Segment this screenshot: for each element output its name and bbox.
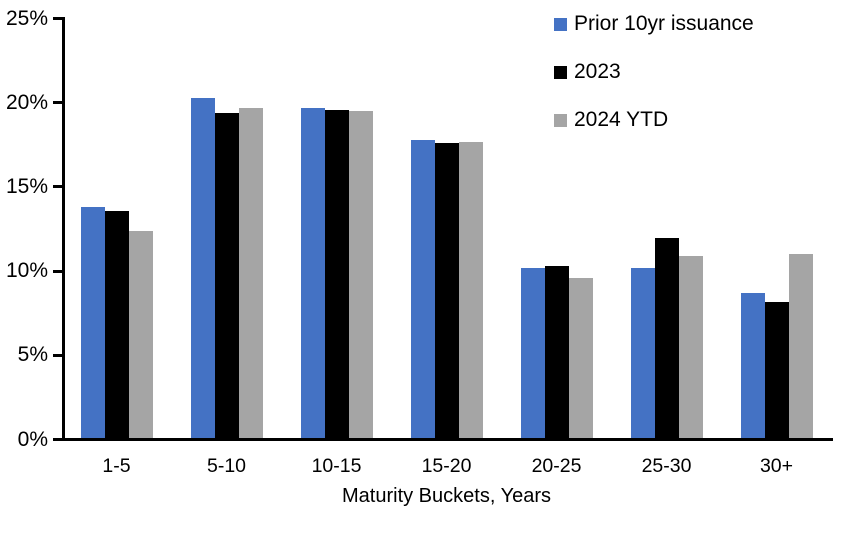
bar bbox=[568, 278, 593, 438]
bar bbox=[544, 266, 569, 438]
bar bbox=[324, 109, 349, 438]
legend-color-swatch-icon bbox=[554, 17, 567, 31]
bar bbox=[654, 237, 679, 438]
legend-item: Prior 10yr issuance bbox=[554, 11, 754, 37]
y-axis-tick-label: 5% bbox=[17, 343, 48, 367]
legend-color-swatch-icon bbox=[554, 113, 567, 127]
legend-item-label: 2024 YTD bbox=[574, 108, 669, 131]
bar bbox=[128, 230, 153, 438]
bar bbox=[434, 143, 459, 438]
y-axis-tick-label: 15% bbox=[5, 174, 48, 198]
bar bbox=[214, 112, 239, 438]
bar bbox=[410, 139, 435, 438]
bar bbox=[788, 254, 813, 438]
x-axis-category-label: 10-15 bbox=[311, 455, 362, 477]
x-axis-title: Maturity Buckets, Years bbox=[342, 485, 551, 507]
legend-color-swatch-icon bbox=[554, 65, 567, 79]
y-axis-tick bbox=[52, 269, 63, 273]
legend-item-label: 2023 bbox=[574, 60, 621, 83]
y-axis-line bbox=[61, 17, 65, 441]
bar bbox=[238, 107, 263, 438]
y-axis-tick-label: 0% bbox=[17, 427, 48, 451]
y-axis-tick bbox=[52, 353, 63, 357]
bar bbox=[104, 210, 129, 438]
bar bbox=[80, 207, 105, 438]
y-axis-tick-label: 10% bbox=[5, 259, 48, 283]
y-axis-tick-label: 25% bbox=[5, 6, 48, 30]
bar bbox=[630, 267, 655, 438]
y-axis-tick-label: 20% bbox=[5, 90, 48, 114]
bar bbox=[520, 267, 545, 438]
bar bbox=[678, 256, 703, 438]
legend-item-label: Prior 10yr issuance bbox=[574, 12, 754, 35]
y-axis-tick bbox=[52, 17, 63, 20]
x-axis-category-label: 5-10 bbox=[206, 455, 247, 477]
y-axis-tick bbox=[52, 185, 63, 189]
bar bbox=[764, 301, 789, 438]
x-axis-category-label: 25-30 bbox=[641, 455, 692, 477]
bar bbox=[740, 293, 765, 438]
bar bbox=[190, 97, 215, 438]
bar bbox=[348, 111, 373, 438]
y-axis-tick bbox=[52, 101, 63, 105]
bar bbox=[300, 107, 325, 438]
legend-item: 2023 bbox=[554, 59, 621, 85]
bar bbox=[458, 141, 483, 438]
x-axis-category-label: 1-5 bbox=[102, 455, 131, 477]
x-axis-category-label: 30+ bbox=[759, 455, 794, 477]
x-axis-category-label: 15-20 bbox=[421, 455, 472, 477]
x-axis-line bbox=[53, 437, 833, 441]
legend-item: 2024 YTD bbox=[554, 107, 668, 133]
x-axis-category-label: 20-25 bbox=[531, 455, 582, 477]
